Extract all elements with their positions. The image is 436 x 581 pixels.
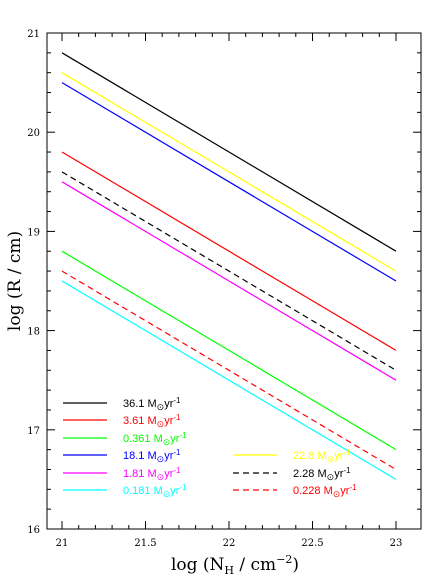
axis-ticks: 21 21.5 22 22.5 23 16 17 18 19 20 21 bbox=[27, 29, 421, 549]
x-tick-label: 23 bbox=[390, 538, 403, 549]
x-axis-title-sup: −2 bbox=[276, 553, 292, 566]
x-axis-title-sub: H bbox=[224, 564, 234, 577]
series-line bbox=[61, 151, 397, 351]
legend-label: 3.61 M⊙yr-1 bbox=[123, 413, 181, 429]
series-line bbox=[61, 280, 397, 480]
x-axis-title-prefix: log (N bbox=[171, 555, 225, 575]
legend-label: 2.28 M⊙yr-1 bbox=[293, 466, 351, 482]
legend: 36.1 M⊙yr-13.61 M⊙yr-1 0.361 M⊙yr-118.1 M… bbox=[63, 396, 357, 499]
series-line bbox=[61, 82, 397, 282]
x-tick-label: 22.5 bbox=[301, 538, 323, 549]
x-axis-title-mid: / cm bbox=[234, 555, 276, 575]
series-line bbox=[61, 181, 397, 381]
y-tick-label: 19 bbox=[27, 227, 40, 238]
series-lines bbox=[61, 52, 397, 480]
legend-label: 0.361 M⊙yr-1 bbox=[123, 431, 187, 447]
y-tick-label: 20 bbox=[27, 128, 40, 139]
legend-label: 36.1 M⊙yr-1 bbox=[123, 396, 181, 412]
x-tick-label: 22 bbox=[223, 538, 236, 549]
legend-label: 18.1 M⊙yr-1 bbox=[123, 448, 181, 464]
x-tick-label: 21 bbox=[56, 538, 69, 549]
legend-label: 0.228 M⊙yr-1 bbox=[293, 483, 357, 499]
x-axis-title-suffix: ) bbox=[292, 555, 299, 575]
legend-label: 22.8 M⊙yr-1 bbox=[293, 448, 351, 464]
legend-label: 1.81 M⊙yr-1 bbox=[123, 466, 181, 482]
series-line bbox=[61, 171, 397, 371]
y-tick-label: 17 bbox=[27, 426, 40, 437]
plot-frame bbox=[46, 32, 422, 530]
legend-label: 0.181 M⊙yr-1 bbox=[123, 483, 187, 499]
y-tick-label: 16 bbox=[27, 525, 40, 536]
series-line bbox=[61, 270, 397, 471]
series-line bbox=[61, 72, 397, 272]
series-line bbox=[61, 250, 397, 451]
x-tick-label: 21.5 bbox=[134, 538, 156, 549]
x-axis-title: log (NH / cm−2) bbox=[171, 553, 299, 577]
y-tick-label: 21 bbox=[27, 29, 40, 40]
y-axis-title: log (R / cm) bbox=[5, 231, 25, 331]
series-line bbox=[61, 52, 397, 252]
y-tick-label: 18 bbox=[27, 327, 40, 338]
